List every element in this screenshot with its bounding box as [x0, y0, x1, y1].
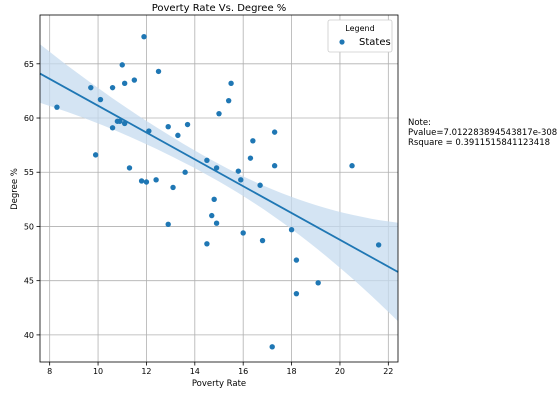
data-point	[315, 280, 321, 286]
data-point	[54, 104, 60, 110]
data-point	[240, 230, 246, 236]
data-point	[293, 257, 300, 263]
data-point	[349, 163, 355, 169]
data-point	[247, 155, 254, 161]
chart-title: Poverty Rate Vs. Degree %	[152, 3, 287, 14]
x-tick-label: 22	[383, 367, 393, 376]
data-point	[155, 68, 162, 75]
legend-title: Legend	[345, 24, 374, 33]
x-tick-label: 16	[238, 367, 248, 376]
data-point	[88, 84, 94, 91]
legend: Legend States	[327, 19, 393, 53]
y-tick-label: 45	[24, 277, 34, 286]
data-point	[165, 123, 171, 130]
x-tick-label: 12	[141, 367, 151, 376]
data-point	[141, 33, 147, 40]
confidence-band	[40, 44, 398, 322]
data-point	[288, 227, 295, 233]
note-heading: Note:	[408, 118, 431, 128]
data-point	[213, 220, 220, 226]
legend-box	[327, 19, 393, 53]
data-point	[259, 237, 266, 244]
legend-entry-states: States	[359, 37, 391, 48]
data-point	[126, 165, 133, 171]
data-point	[250, 138, 256, 144]
regression-line	[39, 72, 399, 273]
data-point	[204, 157, 210, 164]
stats-note: Note: Pvalue=7.012283894543817e-308 Rsqu…	[408, 118, 557, 148]
note-rsquare: Rsquare = 0.3911515841123418	[408, 138, 551, 148]
data-point	[204, 241, 210, 247]
data-point	[109, 125, 116, 131]
y-axis-label: Degree %	[10, 168, 20, 210]
data-point	[119, 62, 125, 68]
data-point	[293, 290, 300, 297]
data-point	[182, 169, 188, 175]
data-point	[92, 152, 99, 158]
x-tick-label: 18	[286, 367, 296, 376]
data-point	[170, 184, 176, 191]
data-point	[184, 121, 191, 128]
x-axis-label: Poverty Rate	[192, 379, 246, 389]
data-point	[138, 178, 145, 184]
plot-area: 8 10 12 14 16 18 20 22 40 45 50 55 60 65	[24, 14, 399, 376]
data-point	[225, 97, 232, 104]
data-point	[235, 168, 242, 174]
data-point	[228, 80, 234, 87]
data-point	[375, 242, 382, 248]
legend-marker	[339, 39, 345, 45]
data-point	[143, 179, 150, 185]
data-point	[269, 344, 275, 350]
axes-frame	[39, 14, 399, 363]
y-tick-label: 65	[24, 60, 34, 69]
data-point	[271, 129, 278, 135]
x-tick-label: 8	[47, 367, 52, 376]
data-point	[209, 212, 215, 219]
data-point	[211, 196, 217, 203]
data-point	[213, 165, 220, 171]
data-point	[121, 80, 128, 87]
data-point	[257, 182, 263, 188]
data-point	[117, 118, 123, 124]
x-tick-label: 20	[335, 367, 345, 376]
x-tick-label: 10	[93, 367, 103, 376]
data-point	[153, 177, 159, 183]
data-point	[165, 221, 171, 227]
y-tick-label: 40	[24, 331, 34, 340]
data-point	[271, 163, 278, 169]
y-tick-label: 60	[24, 114, 34, 123]
data-point	[175, 132, 181, 139]
x-tick-label: 14	[190, 367, 200, 376]
data-point	[238, 177, 244, 183]
data-point	[131, 77, 138, 83]
data-point	[109, 84, 116, 91]
y-tick-label: 50	[24, 222, 34, 231]
note-pvalue: Pvalue=7.012283894543817e-308	[408, 128, 558, 138]
data-point	[216, 110, 222, 117]
y-tick-label: 55	[24, 168, 34, 177]
data-point	[97, 96, 104, 103]
